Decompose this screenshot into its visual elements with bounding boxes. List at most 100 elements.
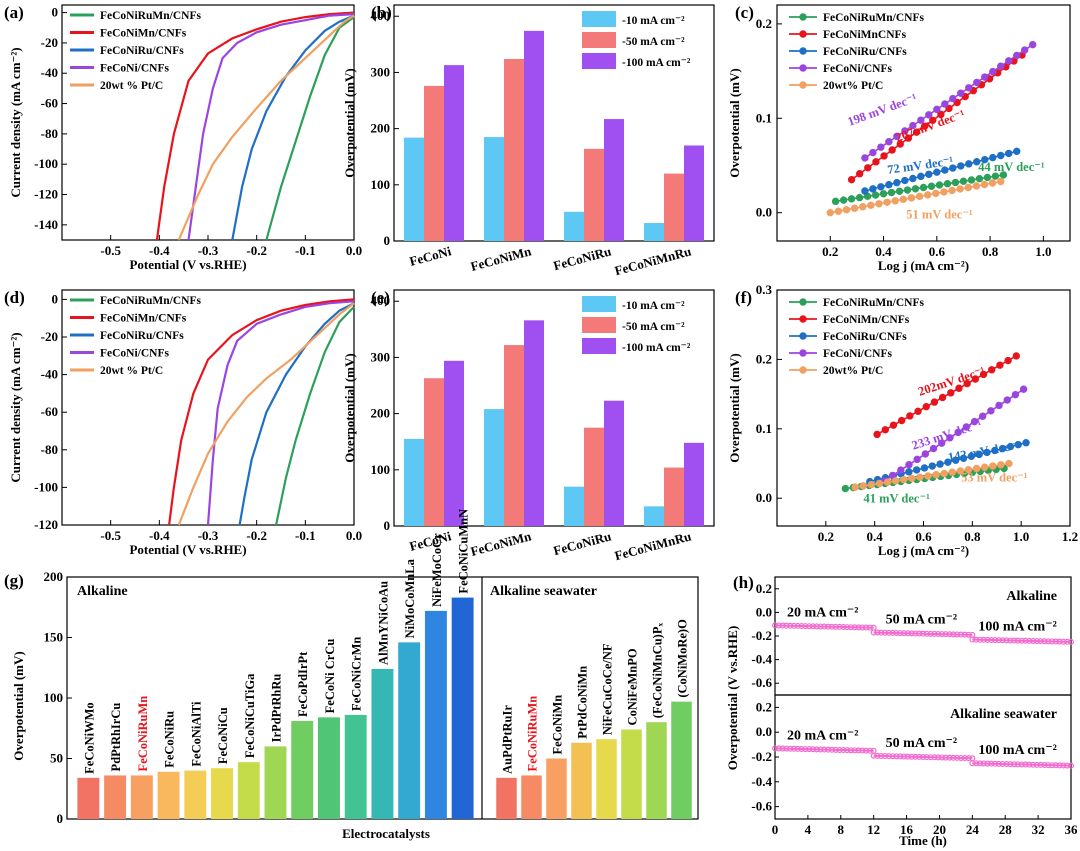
panel-c: 0.2 0.4 0.6 0.8 1.0 0.0 0.1 0.2 Log j (mA cm⁻²) O… [727,3,1071,273]
x-tick-label: 36 [1065,822,1079,837]
data-point [798,623,805,630]
bar-label: PtPdCoNiMn [576,666,590,739]
bar [664,173,684,241]
data-point [877,183,885,191]
data-point [997,151,1005,160]
data-point [847,175,856,184]
data-point [961,631,968,638]
legend-label: FeCoNiRuMn/CNFs [100,10,201,22]
bar [571,742,592,819]
data-point [881,426,889,434]
category-label: FeCoNiMn [469,243,534,274]
legend-marker [799,332,807,340]
x-tick-label: -0.4 [149,243,170,258]
data-point [809,623,816,630]
data-point [855,624,862,631]
panel-label: (h) [733,573,754,592]
data-point [905,468,913,476]
data-point [790,745,797,752]
plot-frame [61,4,355,241]
data-point [790,622,797,629]
y-tick-label: 0.0 [756,490,772,505]
stability-curve [774,624,874,629]
bar [521,775,542,819]
x-tick-label: 20 [933,822,946,837]
data-point [836,746,843,753]
y-tick-label: -0.2 [751,749,772,764]
data-point [1067,638,1074,645]
data-point [973,78,981,87]
bar [564,211,584,241]
fit-line [876,355,1017,436]
stability-curve [873,631,973,636]
x-tick-label: 24 [966,822,980,837]
bar [211,768,233,819]
x-tick-label: -0.5 [100,528,121,543]
panel-label: (b) [371,3,392,22]
legend-label: FeCoNiMnCNFs [823,29,907,41]
bar [371,668,394,819]
data-point [832,746,839,753]
bar [684,145,704,241]
data-point [957,89,965,97]
data-point [783,745,790,752]
data-point [973,158,981,166]
data-point [828,746,835,753]
data-point [893,132,901,141]
data-point [863,624,870,631]
data-point [883,198,891,206]
legend-label: FeCoNi/CNFs [823,348,893,360]
legend-marker [799,47,807,55]
data-point [844,747,851,754]
legend-marker [799,349,807,357]
data-point [919,753,926,760]
data-point [855,193,864,202]
y-tick-label: 50 [50,751,63,766]
legend-swatch [582,338,616,354]
group-title: Alkaline seawater [490,584,597,599]
data-point [961,755,968,762]
data-point [956,467,965,475]
data-point [885,138,893,146]
data-point [775,622,782,629]
data-point [877,143,885,151]
stability-curve [873,754,973,760]
data-point [957,631,964,638]
category-label: FeCoNiMn [469,528,534,559]
data-point [904,134,913,142]
bar-label: FeCoNiCuMnN [457,509,471,594]
y-tick-label: -60 [41,96,58,111]
x-tick-label: -0.4 [149,528,170,543]
data-point [882,753,889,760]
data-point [798,745,805,752]
slope-annotation: 51 mV dec⁻¹ [906,207,973,221]
data-point [1018,761,1025,768]
bar [604,119,624,241]
data-point [885,181,893,189]
y-tick-label: 150 [44,630,64,645]
data-point [962,423,971,431]
current-label: 50 mA cm⁻² [886,736,957,751]
data-point [907,194,916,202]
data-point [971,375,980,383]
data-point [932,471,940,479]
data-point [861,187,869,195]
data-point [976,760,983,767]
bar [496,777,517,819]
data-point [859,624,866,631]
data-point [925,111,933,119]
panel-label: (f) [735,288,752,307]
data-point [1037,638,1044,645]
data-point [1013,51,1021,60]
data-point [938,754,945,761]
data-point [921,450,930,458]
legend-swatch [582,11,616,27]
panel-label: (g) [4,571,24,590]
data-point [975,174,984,183]
data-point [855,747,862,754]
slope-annotation: 44 mV dec⁻¹ [978,160,1045,174]
legend-label: FeCoNi/CNFs [100,348,170,360]
data-point [863,747,870,754]
data-point [980,180,989,189]
bar-label: FeCoNiWMo [82,702,96,774]
